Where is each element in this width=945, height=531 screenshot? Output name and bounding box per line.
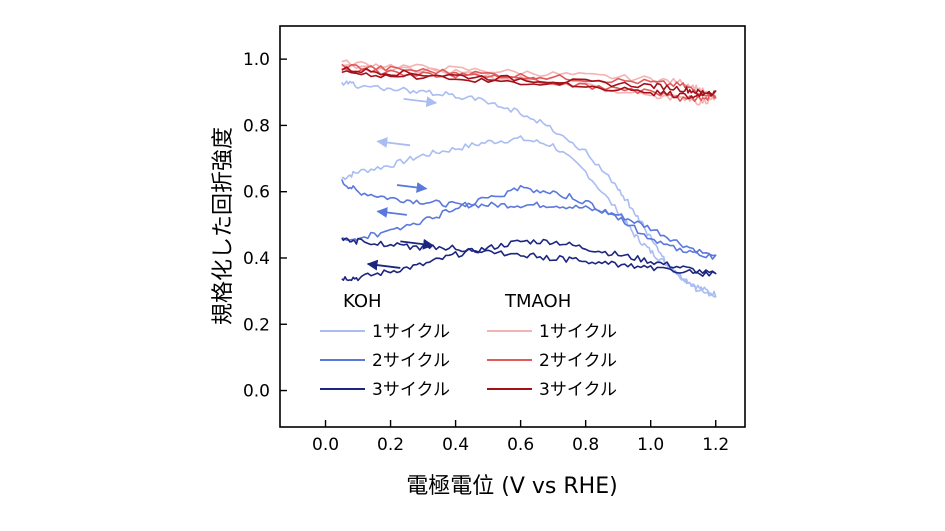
y-tick-label: 0.0 (243, 382, 270, 402)
direction-arrows (366, 96, 438, 271)
x-tick-label: 0.2 (377, 435, 404, 455)
sweep-arrow-2-2 (376, 207, 407, 218)
x-tick-label: 0.4 (442, 435, 469, 455)
series-line-6 (341, 66, 717, 100)
y-tick-label: 0.8 (243, 116, 270, 136)
legend: KOH TMAOH 1サイクル 2サイクル 3サイクル 1サイクル 2サイクル … (320, 291, 617, 400)
y-tick-label: 0.4 (243, 249, 270, 269)
legend-label-tmaoh-3: 3サイクル (539, 380, 617, 400)
legend-title-koh: KOH (343, 291, 382, 312)
x-axis: 0.0 0.2 0.4 0.6 0.8 1.0 1.2 (312, 420, 729, 455)
y-tick-label: 0.6 (243, 183, 270, 203)
x-tick-label: 1.2 (702, 435, 729, 455)
x-tick-label: 0.0 (312, 435, 339, 455)
legend-label-koh-2: 2サイクル (372, 351, 450, 371)
series-layer (341, 59, 717, 298)
x-axis-title: 電極電位 (V vs RHE) (406, 474, 617, 499)
sweep-arrow-1-2 (403, 96, 438, 108)
sweep-arrow-1-1 (376, 137, 411, 148)
series-line-3 (341, 237, 717, 282)
x-tick-label: 1.0 (637, 435, 664, 455)
legend-label-tmaoh-2: 2サイクル (539, 351, 617, 371)
legend-label-koh-3: 3サイクル (372, 380, 450, 400)
series-line-2 (341, 179, 717, 260)
y-axis-title: 規格化した回折強度 (211, 127, 236, 325)
y-tick-label: 0.2 (243, 315, 270, 335)
legend-label-koh-1: 1サイクル (372, 322, 450, 342)
sweep-arrow-2-1 (396, 182, 428, 193)
y-tick-label: 1.0 (243, 50, 270, 70)
plot-frame (279, 25, 746, 428)
series-line-1 (341, 80, 717, 298)
x-tick-label: 0.6 (507, 435, 534, 455)
legend-label-tmaoh-1: 1サイクル (539, 322, 617, 342)
sweep-arrow-3-1 (400, 238, 434, 250)
series-line-5 (341, 63, 717, 103)
legend-title-tmaoh: TMAOH (504, 291, 571, 312)
y-axis: 0.0 0.2 0.4 0.6 0.8 1.0 (243, 50, 287, 402)
sweep-arrow-3-2 (366, 259, 401, 271)
series-line-4 (341, 59, 717, 106)
x-tick-label: 0.8 (572, 435, 599, 455)
